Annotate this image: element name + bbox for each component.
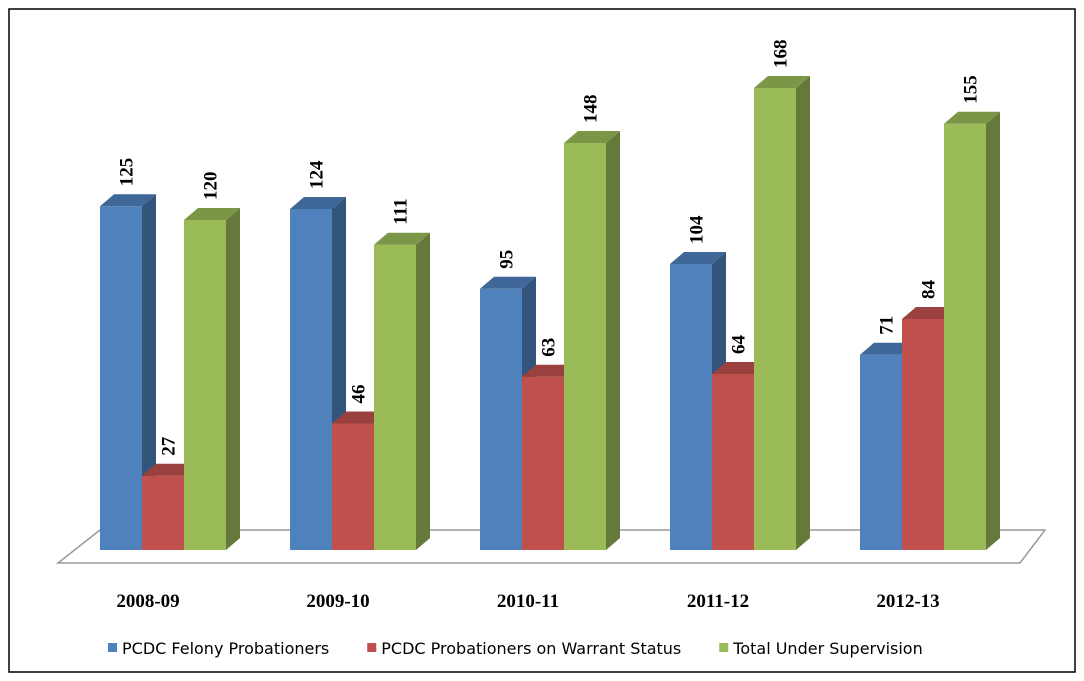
legend-label: PCDC Felony Probationers [122,639,329,658]
value-label: 46 [348,385,369,404]
x-tick-label: 2009-10 [306,591,369,612]
bar [480,288,522,550]
bar [522,376,564,550]
bar-top [564,131,620,143]
bar [332,423,374,550]
value-label: 124 [306,160,327,189]
value-label: 63 [538,338,559,357]
legend-swatch [108,643,117,652]
value-label: 95 [496,250,517,269]
value-label: 148 [580,95,601,124]
value-label: 71 [876,316,897,335]
legend-swatch [367,643,377,652]
value-label: 120 [200,172,221,201]
bar-top [670,252,726,264]
value-label: 125 [116,158,137,187]
bar [754,88,796,550]
value-label: 168 [770,40,791,69]
bar-top [754,76,810,88]
bar [290,209,332,550]
value-label: 111 [390,198,411,224]
bar-side [606,131,620,550]
bar-top [944,111,1000,124]
bar-side [142,194,156,550]
bar-side [226,208,240,550]
x-tick-label: 2011-12 [687,591,749,612]
value-label: 104 [686,215,707,244]
bar-top [480,276,536,289]
bar [670,264,712,550]
bar [902,319,944,550]
bar [860,354,902,550]
x-tick-label: 2008-09 [116,591,179,612]
legend-label: PCDC Probationers on Warrant Status [381,639,681,658]
bar-top [290,197,346,209]
value-label: 84 [918,280,939,300]
bar-top [374,232,430,245]
bar [184,220,226,550]
bar [374,244,416,550]
legend-label: Total Under Supervision [732,639,922,658]
bar-top [184,208,240,220]
x-tick-label: 2010-11 [497,591,559,612]
bar [712,374,754,550]
bar-side [986,111,1000,550]
value-label: 27 [158,436,179,456]
legend-swatch [719,643,729,652]
bar [944,123,986,550]
bar [564,143,606,550]
bar-side [416,232,430,550]
x-tick-label: 2012-13 [876,591,939,612]
bar [100,206,142,550]
bar [142,475,184,550]
value-label: 155 [960,75,981,104]
value-label: 64 [728,335,749,355]
bar-side [796,76,810,550]
bar-top [100,194,156,207]
